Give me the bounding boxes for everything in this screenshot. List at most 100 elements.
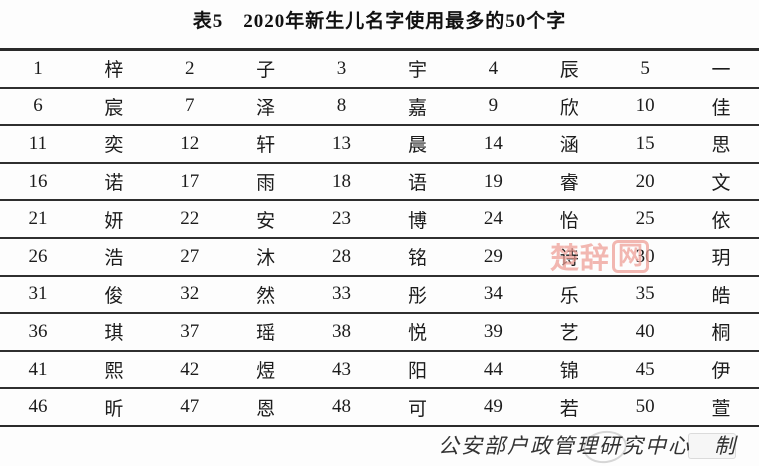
- rank-cell: 43: [332, 358, 352, 380]
- rank-cell: 1: [33, 57, 43, 79]
- char-cell: 语: [407, 173, 427, 195]
- char-cell: 铭: [407, 248, 427, 270]
- rank-cell: 14: [483, 132, 503, 154]
- table-row: 36 琪 37 瑶 38 悦 39 艺 40 桐: [0, 314, 759, 352]
- rank-cell: 40: [635, 320, 655, 342]
- rank-cell: 18: [332, 170, 352, 192]
- rank-cell: 32: [180, 283, 200, 305]
- rank-cell: 25: [635, 208, 655, 230]
- rank-cell: 7: [184, 95, 195, 117]
- char-cell: 玥: [711, 248, 731, 270]
- char-cell: 怡: [559, 210, 579, 232]
- rank-cell: 41: [28, 358, 48, 380]
- table-row: 26 浩 27 沐 28 铭 29 诗 30 玥: [0, 239, 759, 277]
- char-cell: 佳: [711, 97, 731, 119]
- rank-cell: 17: [180, 170, 200, 192]
- char-cell: 然: [256, 285, 276, 307]
- char-cell: 诗: [559, 248, 579, 270]
- char-cell: 梓: [104, 60, 124, 82]
- rank-cell: 29: [483, 245, 503, 267]
- rank-cell: 31: [28, 283, 48, 305]
- char-cell: 涵: [559, 135, 579, 157]
- table-row: 21 妍 22 安 23 博 24 怡 25 依: [0, 201, 759, 239]
- names-table: 1 梓 2 子 3 宇 4 辰 5 一 6 宸 7 泽 8 嘉 9 欣 10 佳 11 奕 12 轩 13 晨 14 涵 15 思 16 诺 1…: [0, 48, 759, 427]
- rank-cell: 6: [33, 95, 43, 117]
- rank-cell: 30: [635, 245, 655, 267]
- table-row: 11 奕 12 轩 13 晨 14 涵 15 思: [0, 126, 759, 164]
- char-cell: 乐: [559, 285, 579, 307]
- char-cell: 浩: [104, 248, 124, 270]
- char-cell: 子: [256, 60, 276, 82]
- faint-stamp-box: [688, 433, 736, 459]
- table-row: 6 宸 7 泽 8 嘉 9 欣 10 佳: [0, 89, 759, 127]
- char-cell: 妍: [104, 210, 124, 232]
- rank-cell: 11: [28, 132, 48, 154]
- char-cell: 嘉: [407, 97, 427, 119]
- char-cell: 恩: [256, 398, 276, 420]
- char-cell: 雨: [256, 173, 276, 195]
- rank-cell: 33: [332, 283, 352, 305]
- rank-cell: 46: [28, 396, 48, 418]
- char-cell: 琪: [104, 323, 124, 345]
- rank-cell: 20: [635, 170, 655, 192]
- rank-cell: 8: [336, 95, 347, 117]
- char-cell: 伊: [711, 361, 731, 383]
- rank-cell: 24: [483, 208, 503, 230]
- char-cell: 安: [256, 210, 276, 232]
- rank-cell: 22: [180, 208, 200, 230]
- char-cell: 奕: [104, 135, 124, 157]
- table-row: 41 熙 42 煜 43 阳 44 锦 45 伊: [0, 352, 759, 390]
- char-cell: 睿: [559, 173, 579, 195]
- char-cell: 煜: [256, 361, 276, 383]
- char-cell: 瑶: [256, 323, 276, 345]
- char-cell: 沐: [256, 248, 276, 270]
- char-cell: 晨: [407, 135, 427, 157]
- footer-credit: 公安部户政管理研究中心 制: [438, 434, 737, 458]
- char-cell: 可: [407, 398, 427, 420]
- rank-cell: 49: [483, 396, 503, 418]
- rank-cell: 26: [28, 245, 48, 267]
- char-cell: 艺: [559, 323, 579, 345]
- table-row: 31 俊 32 然 33 彤 34 乐 35 皓: [0, 277, 759, 315]
- rank-cell: 2: [184, 57, 195, 79]
- rank-cell: 13: [332, 132, 352, 154]
- char-cell: 宸: [104, 97, 124, 119]
- rank-cell: 47: [180, 396, 200, 418]
- table-row: 46 昕 47 恩 48 可 49 若 50 萱: [0, 389, 759, 425]
- char-cell: 萱: [711, 398, 731, 420]
- rank-cell: 15: [635, 132, 655, 154]
- rank-cell: 38: [332, 320, 352, 342]
- table-title: 表5 2020年新生儿名字使用最多的50个字: [192, 11, 567, 32]
- char-cell: 思: [711, 135, 731, 157]
- rank-cell: 37: [180, 320, 200, 342]
- rank-cell: 50: [635, 396, 655, 418]
- char-cell: 彤: [407, 285, 427, 307]
- char-cell: 轩: [256, 135, 276, 157]
- char-cell: 博: [407, 210, 427, 232]
- char-cell: 熙: [104, 361, 124, 383]
- char-cell: 皓: [711, 285, 731, 307]
- char-cell: 桐: [711, 323, 731, 345]
- char-cell: 锦: [559, 361, 579, 383]
- rank-cell: 42: [180, 358, 200, 380]
- char-cell: 若: [559, 398, 579, 420]
- table-row: 1 梓 2 子 3 宇 4 辰 5 一: [0, 51, 759, 89]
- rank-cell: 45: [635, 358, 655, 380]
- char-cell: 俊: [104, 285, 124, 307]
- rank-cell: 12: [180, 132, 200, 154]
- char-cell: 阳: [407, 361, 427, 383]
- rank-cell: 35: [635, 283, 655, 305]
- char-cell: 悦: [407, 323, 427, 345]
- rank-cell: 5: [640, 57, 650, 79]
- rank-cell: 16: [28, 170, 48, 192]
- rank-cell: 19: [483, 170, 503, 192]
- rank-cell: 34: [483, 283, 503, 305]
- rank-cell: 3: [336, 57, 347, 79]
- char-cell: 诺: [104, 173, 124, 195]
- char-cell: 泽: [256, 97, 276, 119]
- rank-cell: 23: [332, 208, 352, 230]
- rank-cell: 28: [332, 245, 352, 267]
- rank-cell: 39: [483, 320, 503, 342]
- table-row: 16 诺 17 雨 18 语 19 睿 20 文: [0, 164, 759, 202]
